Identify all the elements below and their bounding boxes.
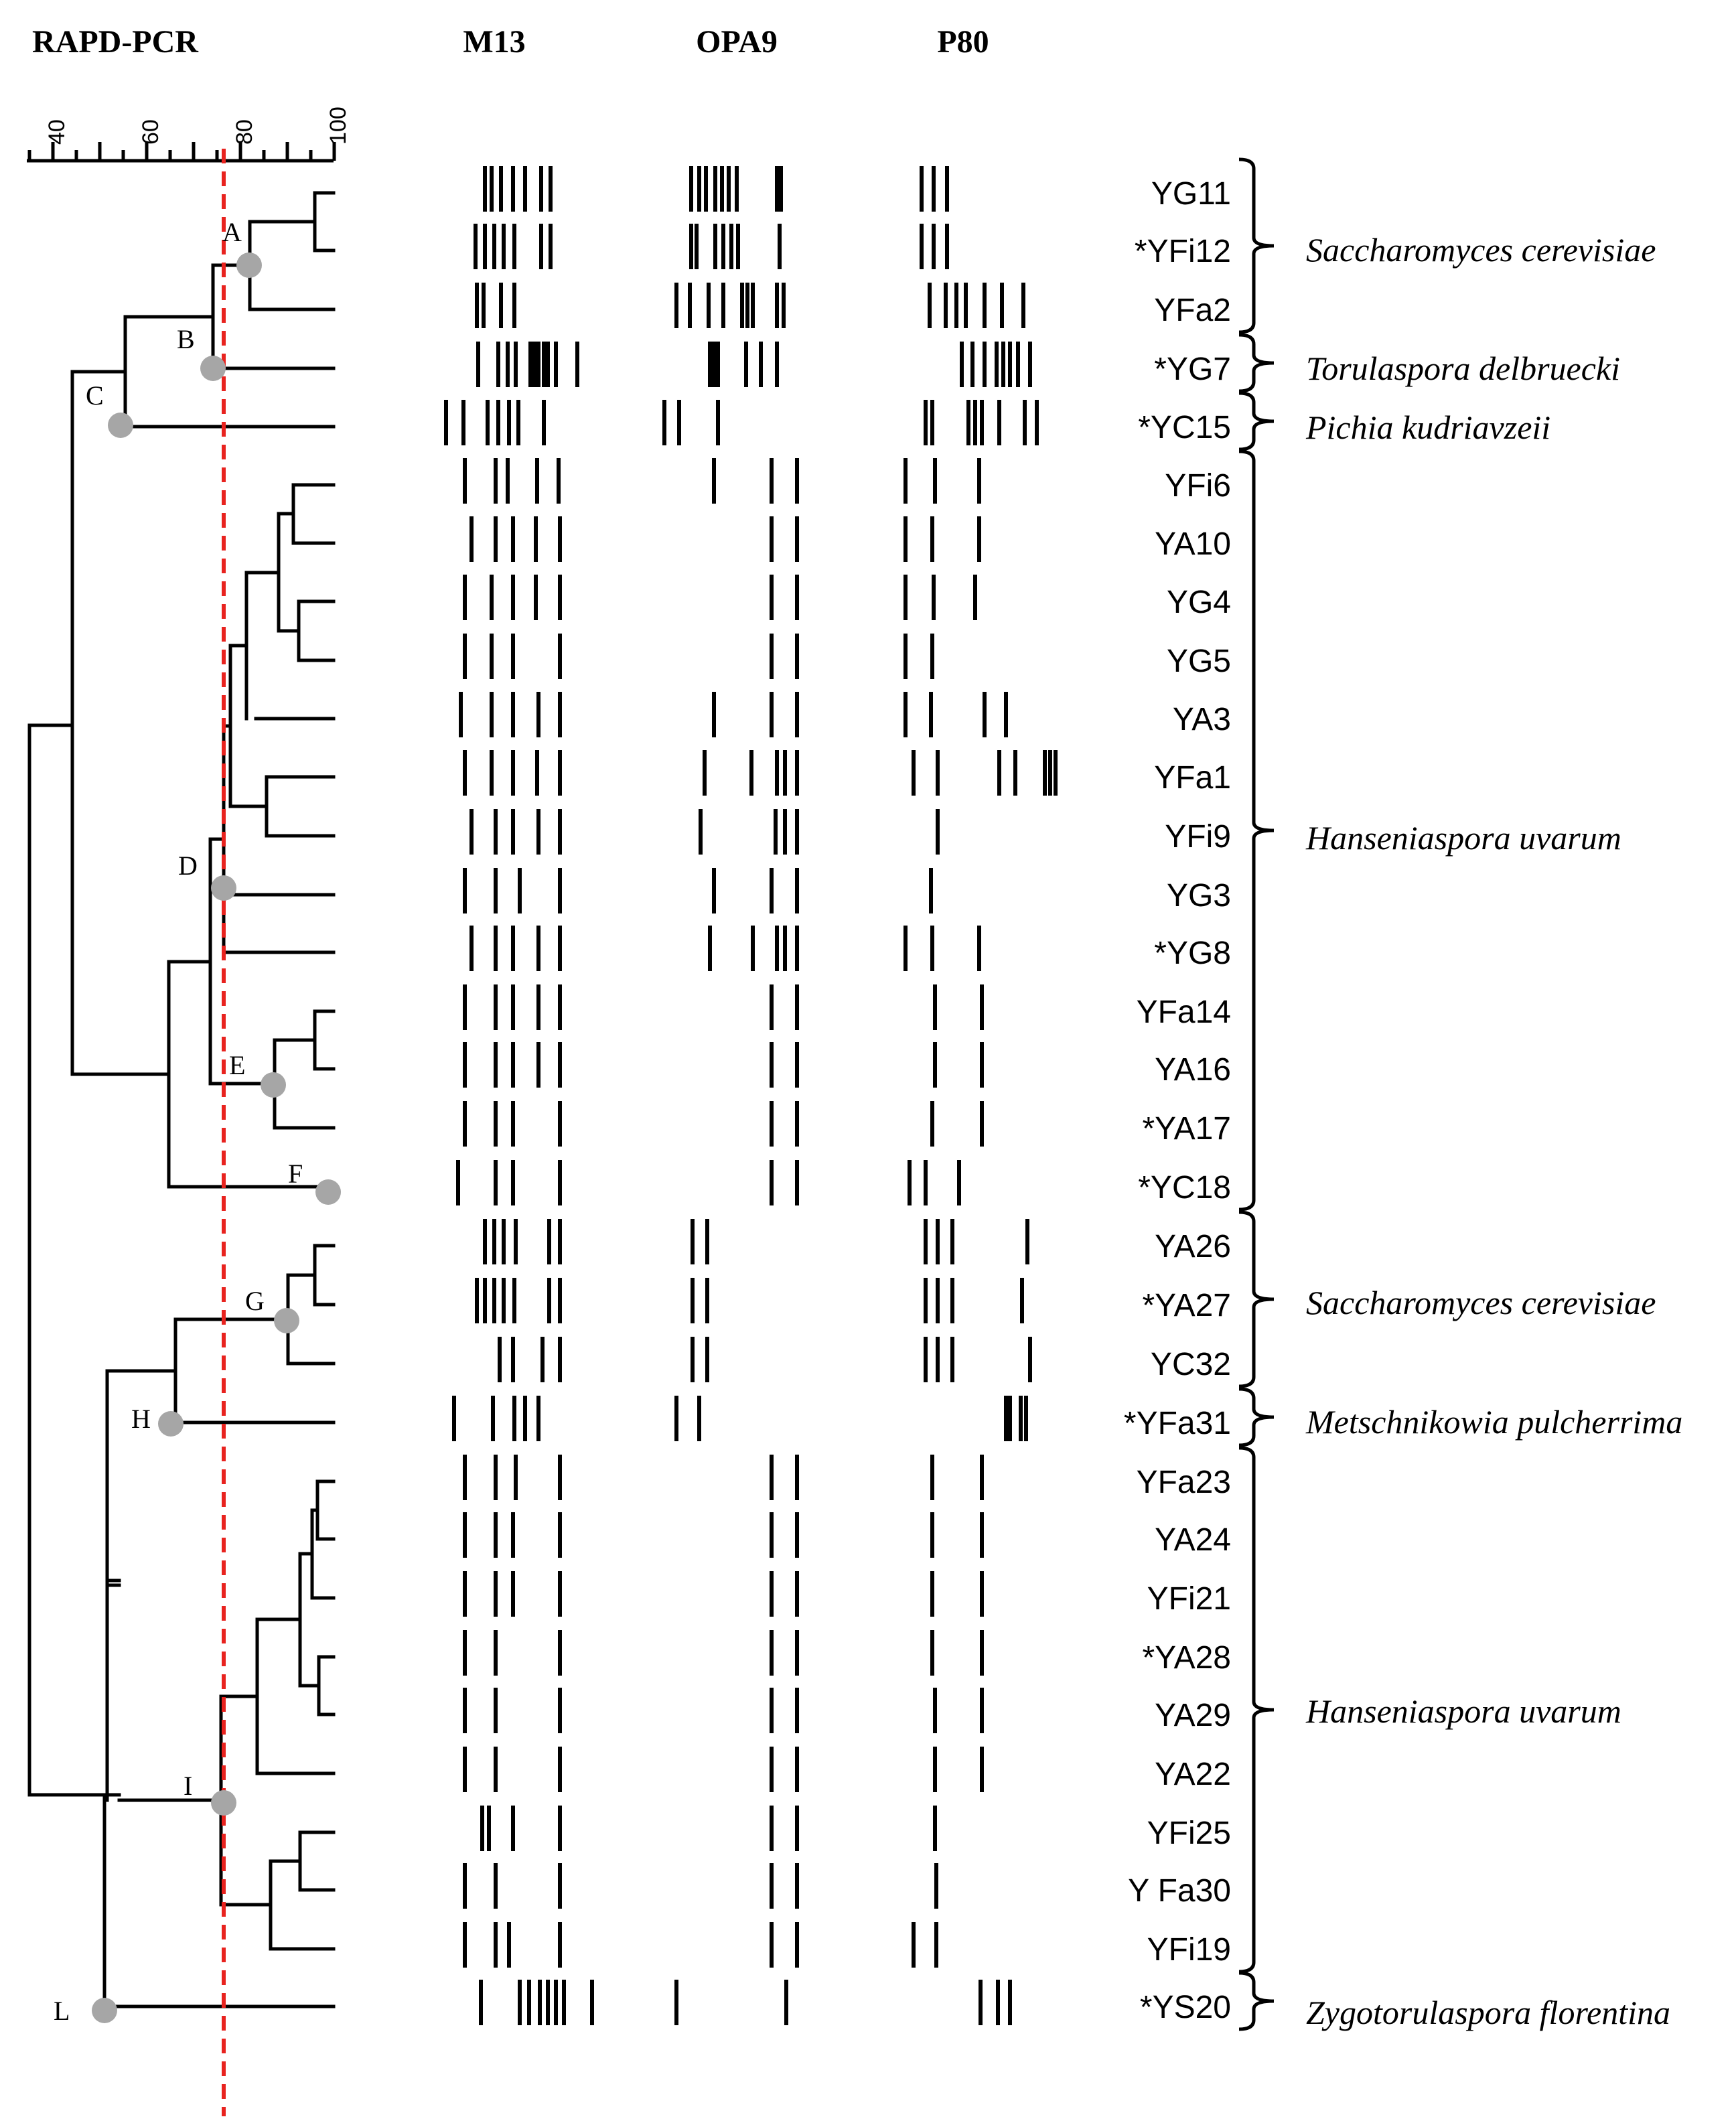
scale-tick-label-60: 60 — [138, 119, 163, 145]
strain-label: *YG7 — [1154, 352, 1231, 387]
node-marker-i — [211, 1790, 236, 1816]
strain-label: YFi9 — [1165, 819, 1231, 855]
strain-label: *YS20 — [1140, 1990, 1231, 2025]
strain-label: Y Fa30 — [1128, 1873, 1231, 1909]
node-label-c: C — [86, 380, 104, 411]
strain-label: YG3 — [1167, 878, 1231, 913]
species-bracket — [1238, 1210, 1275, 1388]
strain-label: YG4 — [1167, 585, 1231, 620]
strain-label: YA26 — [1155, 1229, 1231, 1264]
strain-label: YFa14 — [1137, 995, 1231, 1030]
node-marker-f — [315, 1179, 341, 1205]
node-label-a: A — [222, 217, 242, 247]
strain-label: *YFi12 — [1135, 234, 1231, 269]
dendrogram-tree — [27, 191, 336, 2008]
species-bracket — [1238, 449, 1275, 1212]
primer-label-opa9: OPA9 — [696, 24, 778, 60]
scale-ticks — [27, 142, 336, 161]
strain-label: *YA28 — [1142, 1640, 1231, 1676]
node-marker-l — [92, 1998, 117, 2023]
species-bracket — [1238, 391, 1275, 451]
primer-label-p80: P80 — [937, 24, 989, 60]
node-markers: A B C D E F G H I L — [54, 217, 341, 2026]
scale-tick-label-80: 80 — [232, 119, 257, 145]
method-title: RAPD-PCR — [32, 24, 199, 60]
node-label-b: B — [177, 324, 195, 354]
strain-label: YFi25 — [1147, 1816, 1231, 1851]
similarity-scale: 40 60 80 100 — [27, 106, 351, 163]
strain-label: *YC18 — [1138, 1170, 1231, 1205]
node-marker-e — [261, 1072, 286, 1098]
node-label-i: I — [184, 1771, 192, 1801]
strain-label: *YFa31 — [1124, 1406, 1231, 1441]
node-marker-a — [236, 252, 262, 278]
strain-label: *YG8 — [1154, 936, 1231, 971]
node-marker-g — [274, 1308, 299, 1333]
strain-label: YG5 — [1167, 644, 1231, 679]
strain-label: YFi19 — [1147, 1932, 1231, 1968]
node-marker-c — [108, 413, 133, 438]
species-label-hanseniaspora-2: Hanseniaspora uvarum — [1305, 1692, 1621, 1730]
strain-label: YFa2 — [1154, 293, 1231, 328]
scale-tick-label-40: 40 — [44, 119, 70, 145]
strain-label: YFa1 — [1154, 760, 1231, 796]
strain-label: YA16 — [1155, 1052, 1231, 1088]
node-marker-b — [200, 356, 226, 381]
strain-label: YA22 — [1155, 1757, 1231, 1792]
node-label-e: E — [229, 1050, 245, 1080]
strain-label: *YC15 — [1138, 410, 1231, 445]
node-marker-h — [158, 1411, 184, 1437]
strain-label: YA29 — [1155, 1698, 1231, 1733]
strain-label: *YA27 — [1142, 1288, 1231, 1323]
species-bracket — [1238, 157, 1275, 334]
strain-label: YFi6 — [1165, 468, 1231, 504]
species-bracket — [1238, 1387, 1275, 1447]
node-label-f: F — [288, 1159, 303, 1189]
node-label-g: G — [245, 1286, 265, 1316]
species-label-torulaspora: Torulaspora delbruecki — [1306, 350, 1620, 387]
strain-label: YA10 — [1155, 526, 1231, 562]
strain-labels: YG11 *YFi12 YFa2 *YG7 *YC15 YFi6 YA10 YG4 YG5 YA3… — [1124, 176, 1231, 2025]
species-label-pichia: Pichia kudriavzeii — [1305, 409, 1550, 446]
strain-label: YC32 — [1151, 1347, 1231, 1382]
species-label-zygotorulaspora: Zygotorulaspora florentina — [1306, 1994, 1670, 2031]
species-label-hanseniaspora-1: Hanseniaspora uvarum — [1305, 819, 1621, 857]
species-bracket — [1238, 1971, 1275, 2031]
species-labels: Saccharomyces cerevisiae Torulaspora del… — [1305, 231, 1682, 2031]
species-bracket — [1238, 333, 1275, 393]
species-bracket — [1238, 1446, 1275, 1974]
species-label-saccharomyces-1: Saccharomyces cerevisiae — [1306, 231, 1656, 269]
species-brackets — [1238, 157, 1275, 2031]
strain-label: *YA17 — [1142, 1111, 1231, 1147]
node-label-d: D — [178, 851, 198, 881]
species-label-saccharomyces-2: Saccharomyces cerevisiae — [1306, 1284, 1656, 1321]
rapd-band-patterns — [444, 166, 1058, 2025]
scale-tick-label-100: 100 — [326, 106, 351, 145]
strain-label: YFi21 — [1147, 1581, 1231, 1617]
species-label-metschnikowia: Metschnikowia pulcherrima — [1305, 1403, 1682, 1441]
strain-label: YG11 — [1151, 176, 1231, 212]
node-label-l: L — [54, 1996, 70, 2026]
primer-label-m13: M13 — [463, 24, 525, 60]
strain-label: YA3 — [1173, 702, 1231, 737]
node-label-h: H — [131, 1404, 151, 1434]
node-marker-d — [211, 875, 236, 901]
strain-label: YA24 — [1155, 1522, 1231, 1558]
strain-label: YFa23 — [1137, 1465, 1231, 1500]
